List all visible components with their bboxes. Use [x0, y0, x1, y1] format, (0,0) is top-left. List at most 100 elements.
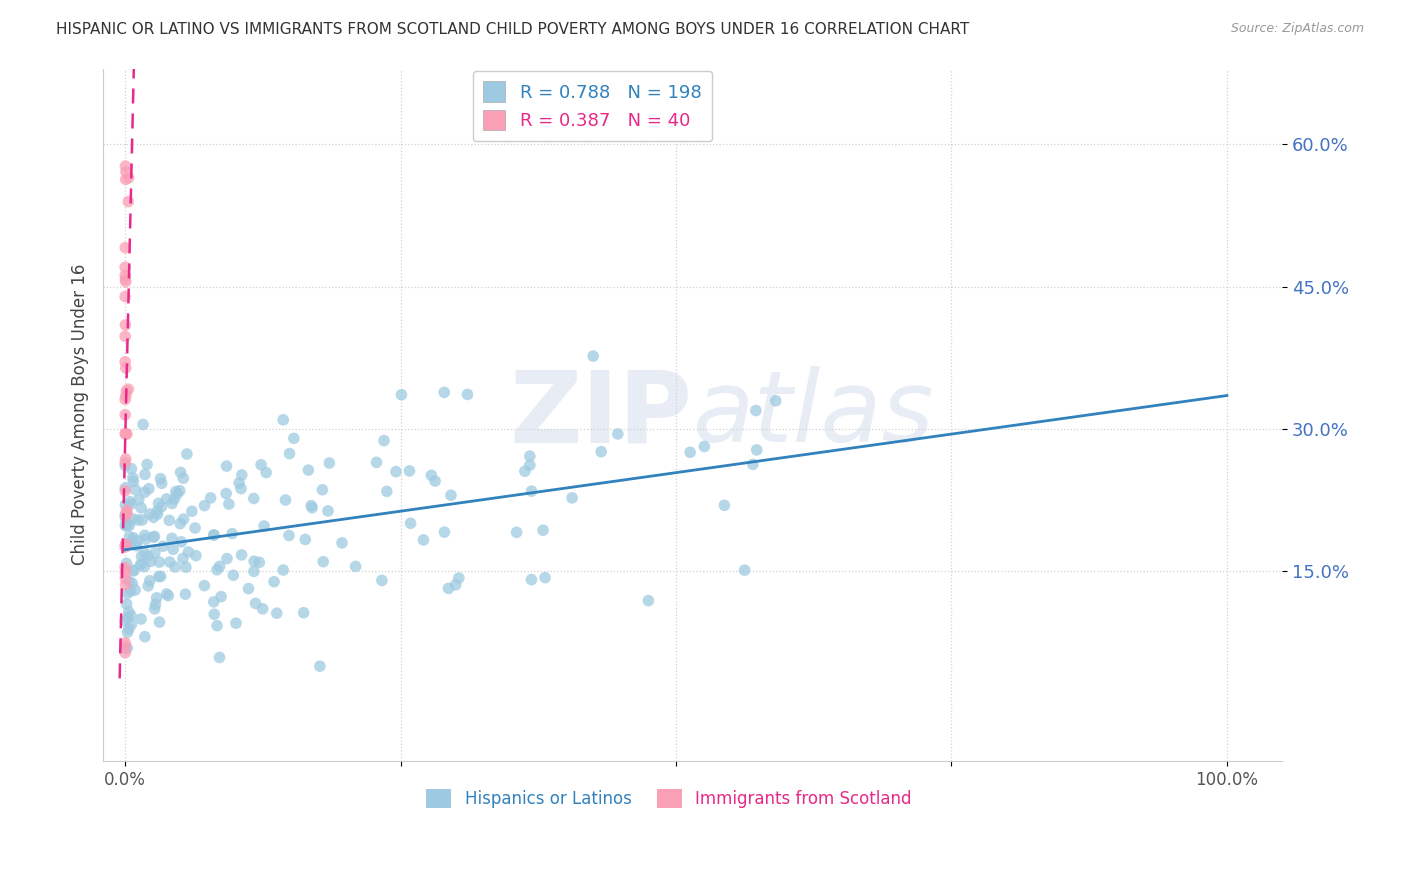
- Point: [745, 442, 768, 457]
- Point: [117, 625, 139, 640]
- Point: [118, 622, 141, 636]
- Point: [143, 602, 166, 616]
- Point: [127, 513, 149, 527]
- Point: [163, 491, 186, 506]
- Point: [118, 574, 141, 589]
- Point: [114, 538, 136, 552]
- Point: [582, 349, 605, 363]
- Point: [200, 491, 222, 505]
- Point: [148, 615, 170, 629]
- Point: [238, 582, 260, 596]
- Point: [505, 525, 527, 540]
- Point: [148, 569, 170, 583]
- Point: [128, 492, 150, 507]
- Point: [385, 465, 408, 479]
- Point: [134, 630, 156, 644]
- Point: [208, 650, 231, 665]
- Point: [391, 388, 413, 402]
- Point: [114, 408, 136, 422]
- Point: [115, 165, 138, 179]
- Point: [115, 515, 138, 529]
- Point: [202, 595, 225, 609]
- Point: [243, 565, 266, 579]
- Point: [398, 464, 420, 478]
- Point: [121, 512, 143, 526]
- Point: [271, 413, 294, 427]
- Point: [202, 528, 225, 542]
- Point: [122, 564, 145, 578]
- Point: [136, 549, 159, 563]
- Point: [145, 591, 167, 605]
- Point: [297, 463, 319, 477]
- Point: [215, 551, 238, 566]
- Point: [308, 659, 330, 673]
- Point: [118, 494, 141, 508]
- Point: [114, 275, 136, 289]
- Point: [193, 579, 215, 593]
- Point: [311, 483, 333, 497]
- Point: [114, 510, 136, 524]
- Point: [134, 467, 156, 482]
- Point: [156, 491, 179, 506]
- Point: [172, 471, 194, 485]
- Point: [254, 466, 277, 480]
- Point: [114, 578, 136, 592]
- Point: [165, 484, 187, 499]
- Point: [120, 617, 142, 632]
- Point: [146, 504, 169, 518]
- Point: [132, 417, 155, 432]
- Point: [114, 641, 136, 656]
- Point: [166, 486, 188, 500]
- Point: [115, 507, 138, 521]
- Point: [231, 548, 253, 562]
- Point: [252, 601, 274, 615]
- Point: [250, 458, 273, 472]
- Point: [520, 484, 543, 499]
- Point: [118, 530, 141, 544]
- Point: [412, 533, 434, 547]
- Point: [114, 318, 136, 332]
- Point: [115, 640, 138, 655]
- Point: [114, 572, 136, 586]
- Point: [519, 449, 541, 463]
- Point: [531, 523, 554, 537]
- Point: [205, 618, 228, 632]
- Point: [741, 458, 763, 472]
- Point: [177, 545, 200, 559]
- Point: [420, 468, 443, 483]
- Point: [121, 471, 143, 485]
- Point: [139, 574, 162, 588]
- Point: [120, 536, 142, 550]
- Point: [433, 525, 456, 540]
- Point: [114, 636, 136, 650]
- Legend: Hispanics or Latinos, Immigrants from Scotland: Hispanics or Latinos, Immigrants from Sc…: [420, 782, 918, 815]
- Point: [366, 455, 388, 469]
- Point: [114, 498, 136, 512]
- Point: [115, 427, 138, 442]
- Point: [330, 536, 353, 550]
- Point: [114, 329, 136, 343]
- Point: [713, 498, 735, 512]
- Point: [373, 434, 395, 448]
- Point: [242, 491, 264, 506]
- Point: [125, 533, 148, 548]
- Point: [693, 440, 716, 454]
- Point: [208, 559, 231, 574]
- Point: [114, 646, 136, 660]
- Point: [122, 475, 145, 489]
- Point: [205, 563, 228, 577]
- Point: [271, 563, 294, 577]
- Point: [274, 493, 297, 508]
- Point: [115, 597, 138, 611]
- Point: [174, 560, 197, 574]
- Point: [115, 518, 138, 533]
- Point: [561, 491, 583, 505]
- Point: [519, 458, 541, 472]
- Point: [142, 530, 165, 544]
- Point: [222, 568, 245, 582]
- Point: [176, 447, 198, 461]
- Point: [447, 571, 470, 585]
- Point: [114, 452, 136, 467]
- Point: [117, 586, 139, 600]
- Point: [215, 486, 238, 500]
